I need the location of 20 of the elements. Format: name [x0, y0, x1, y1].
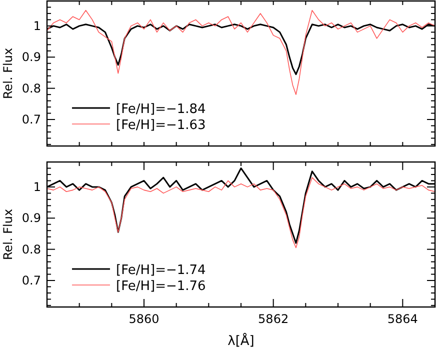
y-tick-label: 0.9	[22, 211, 41, 226]
y-tick-label: 1	[33, 18, 41, 33]
x-tick-label: 5862	[258, 312, 289, 326]
y-axis-title: Rel. Flux	[1, 48, 15, 100]
line-series	[47, 10, 435, 95]
legend-label: [Fe/H]=−1.76	[116, 279, 206, 294]
x-tick-label: 5864	[387, 312, 418, 326]
y-axis-title: Rel. Flux	[1, 208, 15, 260]
y-tick-label: 0.9	[22, 50, 41, 64]
line-series	[47, 177, 435, 248]
y-tick-label: 1	[33, 180, 41, 194]
legend-label: [Fe/H]=−1.84	[116, 102, 206, 117]
y-tick-label: 0.8	[22, 242, 41, 256]
legend-label: [Fe/H]=−1.63	[116, 118, 206, 133]
legend-label: [Fe/H]=−1.74	[116, 263, 206, 278]
y-tick-label: 0.7	[22, 273, 41, 288]
y-tick-label: 0.8	[22, 81, 41, 96]
x-axis-title: λ[Å]	[228, 332, 254, 349]
x-tick-label: 5860	[128, 312, 160, 326]
y-tick-label: 0.7	[22, 112, 41, 126]
